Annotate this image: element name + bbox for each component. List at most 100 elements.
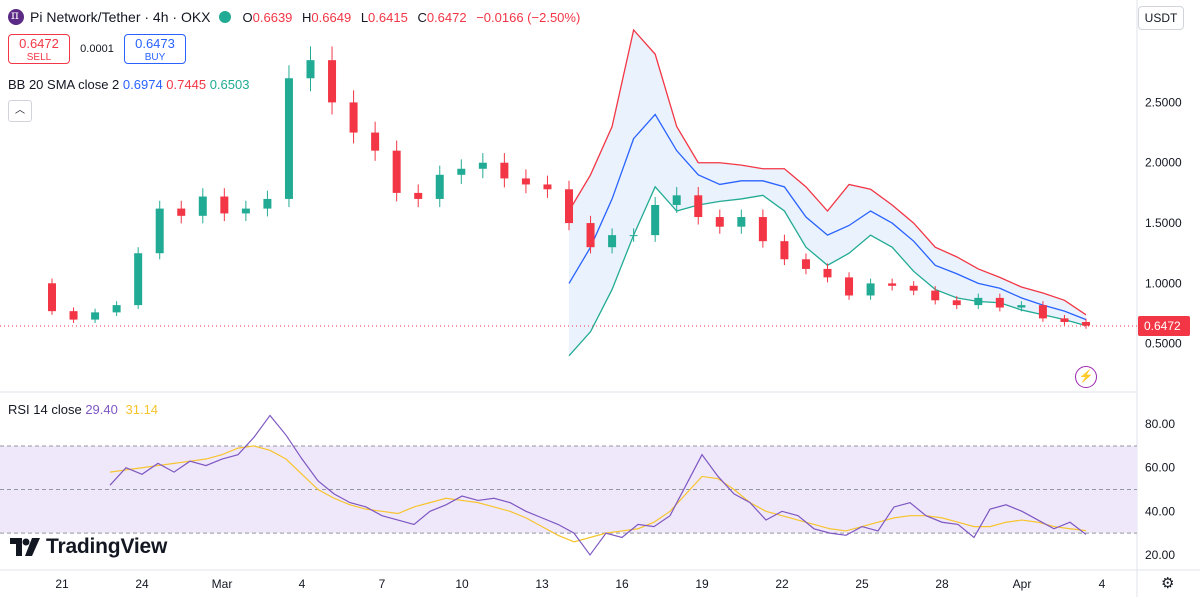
flash-alert-icon[interactable]: ⚡ (1075, 366, 1097, 388)
time-tick-label: 4 (1099, 577, 1106, 591)
time-tick-label: 10 (455, 577, 469, 591)
spread-value: 0.0001 (80, 43, 114, 55)
candle-body (888, 283, 897, 286)
bb-upper-line (568, 28, 1087, 316)
time-tick-label: 13 (535, 577, 549, 591)
candle-body (1038, 305, 1047, 319)
price-tick-label: 1.0000 (1145, 276, 1182, 290)
bollinger-band-fill (569, 30, 1086, 356)
rsi-tick-label: 20.00 (1145, 548, 1175, 562)
time-tick-label: 7 (379, 577, 386, 591)
bollinger-legend[interactable]: BB 20 SMA close 2 0.6974 0.7445 0.6503 (8, 77, 250, 92)
time-tick-label: 21 (55, 577, 69, 591)
bb-basis-line (568, 113, 1087, 321)
candle-body (69, 311, 78, 320)
candle-body (629, 235, 638, 237)
candle-body (134, 253, 143, 306)
time-tick-label: 22 (775, 577, 789, 591)
candle-body (1060, 318, 1069, 323)
tradingview-mark-icon (10, 538, 40, 556)
candle-body (241, 208, 250, 214)
candle-body (48, 283, 56, 312)
sell-button[interactable]: 0.6472 SELL (8, 34, 70, 64)
candle-body (974, 297, 983, 306)
bb-lower-value: 0.6503 (209, 77, 250, 92)
price-change: −0.0166 (−2.50%) (476, 9, 581, 25)
candle-body (672, 195, 681, 205)
candle-body (1017, 305, 1026, 308)
time-tick-label: 24 (135, 577, 149, 591)
price-tick-label: 2.5000 (1145, 95, 1182, 109)
time-tick-label: 16 (615, 577, 629, 591)
time-tick-label: 4 (299, 577, 306, 591)
price-tick-label: 2.0000 (1145, 156, 1182, 170)
candle-body (931, 290, 940, 301)
rsi-tick-label: 40.00 (1145, 504, 1175, 518)
market-open-status-icon (218, 11, 231, 23)
time-tick-label: Apr (1013, 577, 1032, 591)
rsi-legend[interactable]: RSI 14 close 29.40 31.14 (8, 402, 159, 417)
candle-body (952, 300, 961, 306)
price-tick-label: 1.5000 (1145, 216, 1182, 230)
bb-basis-value: 0.6974 (122, 77, 163, 92)
candle-body (715, 217, 724, 227)
candle-body (263, 198, 272, 209)
candle-body (995, 297, 1004, 308)
last-price-label: 0.6472 (1144, 319, 1181, 333)
candle-body (306, 60, 315, 79)
candle-body (349, 102, 358, 133)
buy-button[interactable]: 0.6473 BUY (124, 34, 186, 64)
candle-body (543, 184, 552, 190)
time-tick-label: 25 (855, 577, 869, 591)
price-tick-label: 0.5000 (1145, 337, 1182, 351)
candle-body (371, 132, 380, 151)
rsi-value: 29.40 (85, 402, 118, 417)
candle-body (478, 162, 487, 169)
rsi-ma-line (109, 445, 1087, 543)
candle-body (392, 150, 401, 193)
rsi-tick-label: 80.00 (1145, 417, 1175, 431)
settings-gear-icon[interactable]: ⚙ (1161, 575, 1175, 592)
time-tick-label: Mar (212, 577, 233, 591)
pi-network-logo-icon (8, 8, 24, 25)
candle-body (521, 178, 530, 185)
candle-body (155, 208, 164, 254)
candle-body (801, 259, 810, 269)
rsi-line (109, 414, 1087, 556)
time-tick-label: 19 (695, 577, 709, 591)
symbol-title[interactable]: Pi Network/Tether · 4h · OKX (30, 9, 211, 25)
candle-body (500, 162, 509, 179)
rsi-ma-value: 31.14 (125, 402, 159, 417)
candle-body (823, 268, 832, 278)
candle-body (328, 60, 337, 103)
last-price-badge (1138, 315, 1190, 336)
candle-body (780, 241, 789, 260)
candle-body (866, 283, 875, 296)
candle-body (112, 305, 121, 313)
tradingview-logo: TradingView (10, 535, 167, 559)
ohlc-values: O0.6639 H0.6649 L0.6415 C0.6472 −0.0166 … (242, 9, 581, 25)
candle-body (1082, 322, 1090, 326)
chart-header: Pi Network/Tether · 4h · OKX O0.6639 H0.… (8, 6, 580, 28)
candle-body (91, 312, 100, 320)
candle-body (737, 217, 746, 227)
currency-selector[interactable]: USDT (1138, 6, 1184, 30)
candle-body (845, 277, 854, 296)
candle-body (758, 217, 767, 242)
candle-body (651, 204, 660, 236)
bb-upper-value: 0.7445 (166, 77, 207, 92)
candle-body (457, 168, 466, 175)
candle-body (220, 196, 229, 214)
candle-body (284, 78, 293, 199)
candle-body (198, 196, 207, 216)
rsi-tick-label: 60.00 (1145, 461, 1175, 475)
candle-body (435, 174, 444, 199)
candle-body (565, 189, 573, 224)
candle-body (909, 285, 918, 291)
candle-body (414, 192, 423, 199)
candle-body (608, 235, 617, 248)
candle-body (177, 208, 186, 216)
collapse-legend-button[interactable]: ︿ (8, 100, 32, 122)
time-tick-label: 28 (935, 577, 949, 591)
